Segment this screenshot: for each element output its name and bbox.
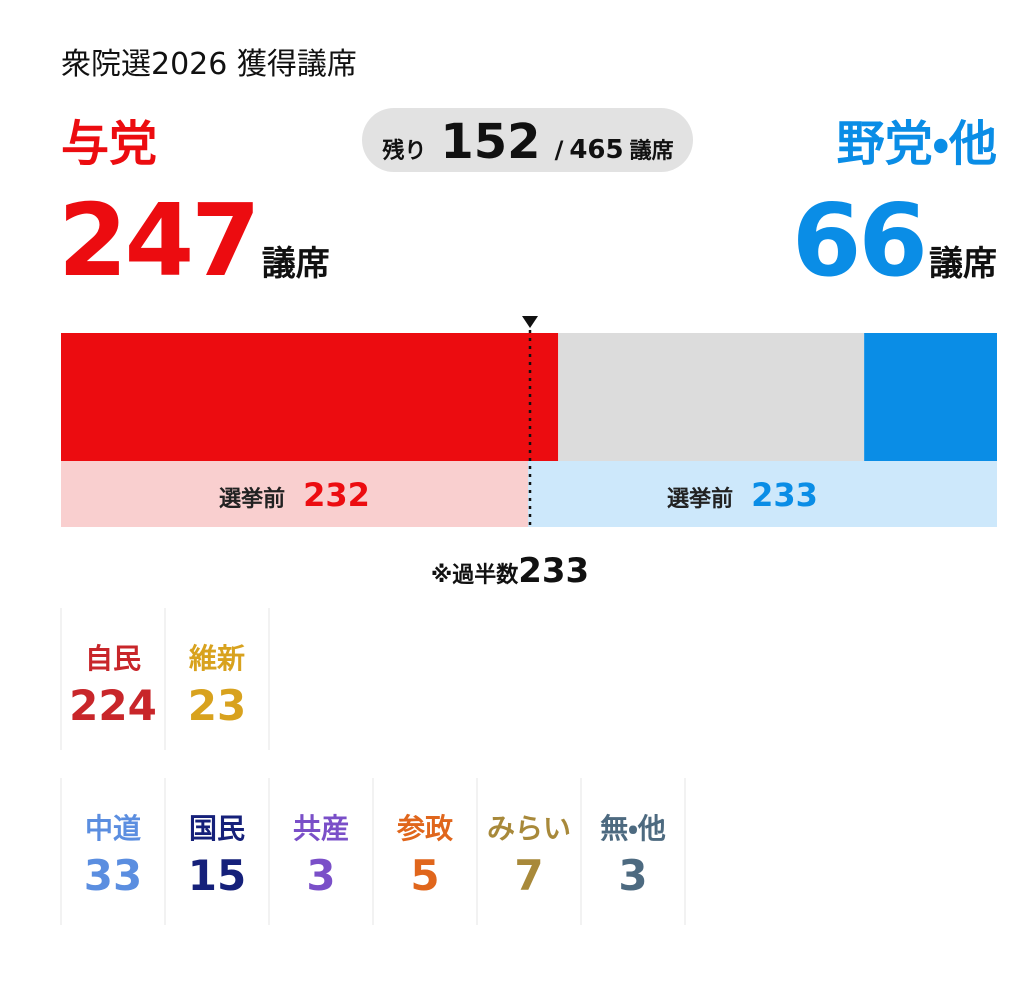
separator: / — [555, 136, 564, 164]
before-seats: 233 — [751, 476, 818, 514]
opposition-before: 選挙前 233 — [667, 476, 818, 514]
opposition-bar — [864, 333, 997, 461]
ruling-before: 選挙前 232 — [219, 476, 370, 514]
majority-label: ※過半数 — [431, 562, 519, 588]
party-seats: 224 — [69, 681, 157, 730]
ruling-seats: 247 議席 — [58, 182, 330, 299]
party-seats: 7 — [514, 851, 543, 900]
party-name: 参政 — [396, 812, 453, 845]
party-seats: 3 — [306, 851, 335, 900]
opposition-seat-count: 66 — [792, 182, 925, 299]
party-seats: 3 — [618, 851, 647, 900]
majority-arrow — [522, 316, 539, 328]
majority: ※過半数233 — [431, 551, 589, 591]
party-seats: 5 — [410, 851, 439, 900]
party-name: 自民 — [85, 642, 141, 675]
total: 465 — [569, 135, 623, 165]
ruling-bar — [61, 333, 559, 461]
before-seats: 232 — [303, 476, 370, 514]
before-label: 選挙前 — [219, 486, 285, 512]
opposition-seats: 66 議席 — [792, 182, 997, 299]
ruling-label: 与党 — [61, 116, 157, 172]
party-seats: 33 — [84, 851, 142, 900]
majority-seats: 233 — [518, 551, 589, 591]
party-seats: 15 — [188, 851, 246, 900]
remaining-bar — [558, 333, 865, 461]
remaining-seats: 152 — [440, 114, 540, 170]
party-name: 中道 — [85, 812, 141, 845]
party-name: みらい — [487, 812, 571, 845]
before-label: 選挙前 — [667, 486, 733, 512]
party-name: 無・他 — [600, 812, 666, 845]
remaining-pill — [362, 108, 693, 172]
party-name: 国民 — [189, 812, 245, 845]
party-name: 維新 — [189, 642, 245, 675]
unit: 議席 — [929, 244, 997, 284]
party-name: 共産 — [293, 812, 349, 845]
remaining: 残り 152 /465 議席 — [381, 114, 673, 170]
ruling-before-bar — [61, 461, 528, 527]
opposition-before-bar — [527, 461, 997, 527]
unit: 議席 — [262, 244, 330, 284]
party-seats: 23 — [188, 681, 246, 730]
opposition-label: 野党・他 — [837, 116, 997, 172]
ruling-seat-count: 247 — [58, 182, 258, 299]
unit: 議席 — [630, 138, 674, 164]
title: 衆院選2026 獲得議席 — [61, 47, 357, 82]
remaining-label: 残り — [381, 138, 426, 164]
